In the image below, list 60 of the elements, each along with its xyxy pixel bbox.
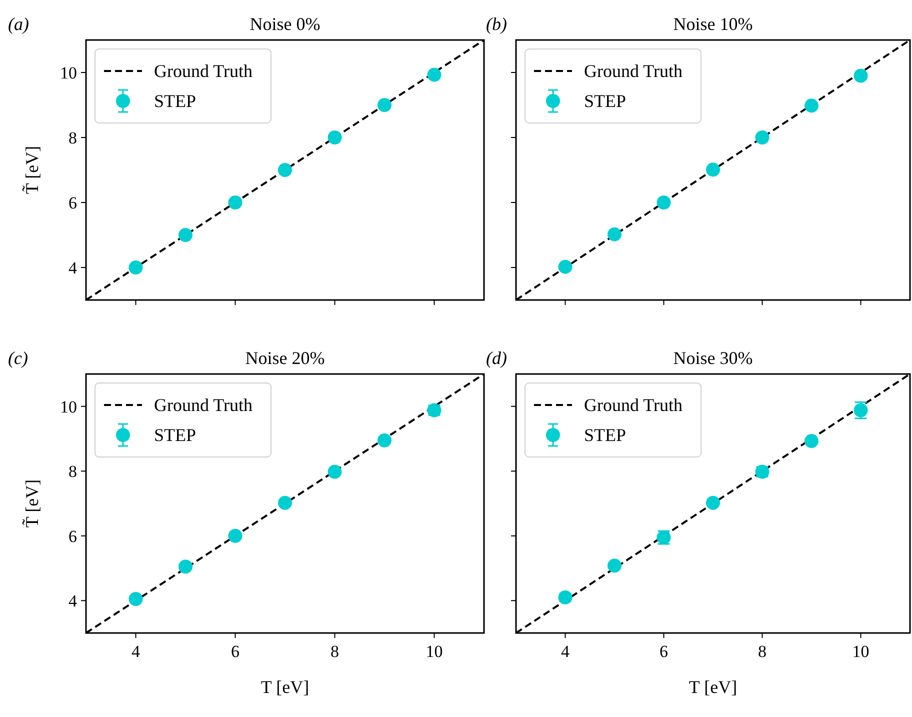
y-axis-title: T̃ [eV] <box>21 146 42 194</box>
x-tick-label: 4 <box>132 642 140 661</box>
point <box>804 98 818 113</box>
x-axis-title: T [eV] <box>260 677 310 697</box>
y-tick-label: 8 <box>68 462 77 482</box>
x-tick-label: 8 <box>330 642 339 661</box>
point <box>706 496 720 510</box>
point <box>228 196 242 210</box>
x-tick-label: 10 <box>426 642 443 661</box>
legend-label: STEP <box>584 91 626 111</box>
y-tick-label: 6 <box>68 526 77 546</box>
legend-label: Ground Truth <box>154 61 253 81</box>
chart-title: Noise 20% <box>245 348 325 368</box>
point <box>328 464 342 479</box>
text: (a) <box>8 14 29 34</box>
point <box>328 130 342 144</box>
point <box>854 68 868 83</box>
chart-title: Noise 10% <box>673 14 753 34</box>
y-tick-label: 6 <box>68 194 77 212</box>
point <box>128 592 143 606</box>
point <box>378 98 392 112</box>
legend-label: STEP <box>154 425 196 445</box>
point <box>804 434 818 448</box>
text: (d) <box>486 348 507 368</box>
point <box>427 68 442 82</box>
point <box>706 162 720 177</box>
point <box>608 227 622 242</box>
x-tick-label: 6 <box>660 642 668 661</box>
chart-title: Noise 0% <box>250 14 320 34</box>
y-tick-label: 10 <box>60 64 77 82</box>
point <box>378 433 392 448</box>
y-tick-label: 10 <box>60 397 77 416</box>
x-tick-label: 6 <box>231 642 240 661</box>
y-tick-label: 4 <box>68 258 78 278</box>
point <box>656 196 671 210</box>
y-tick-label: 8 <box>68 128 77 148</box>
point <box>128 260 143 274</box>
point <box>278 163 292 177</box>
x-tick-label: 10 <box>852 642 870 661</box>
point <box>228 528 242 543</box>
legend-label: Ground Truth <box>584 395 683 415</box>
legend-label: STEP <box>584 425 626 445</box>
point <box>558 590 572 604</box>
legend-label: STEP <box>154 91 196 111</box>
point <box>178 560 192 574</box>
point <box>608 558 622 573</box>
x-tick-label: 8 <box>758 642 766 661</box>
text: (c) <box>8 348 28 368</box>
legend-label: Ground Truth <box>584 61 683 81</box>
legend-label: Ground Truth <box>154 395 253 415</box>
chart-title: Noise 30% <box>673 348 753 368</box>
text: (b) <box>486 14 507 34</box>
x-axis-title: T [eV] <box>688 677 738 697</box>
x-tick-label: 4 <box>561 642 570 661</box>
y-tick-label: 4 <box>68 592 78 611</box>
y-axis-title: T̃ [eV] <box>21 479 42 528</box>
point <box>558 260 572 274</box>
point <box>178 228 192 242</box>
point <box>278 496 292 510</box>
point <box>755 130 770 144</box>
